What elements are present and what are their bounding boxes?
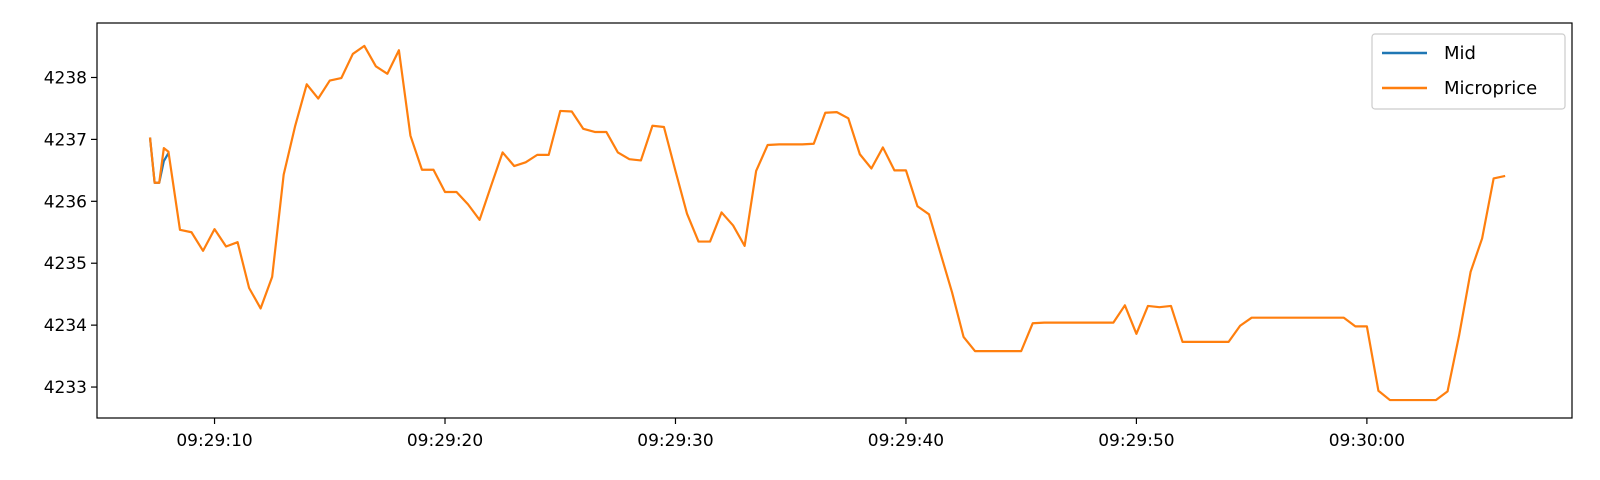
x-tick-label: 09:30:00 (1329, 431, 1405, 451)
y-tick-label: 4236 (44, 192, 87, 212)
x-tick-label: 09:29:10 (176, 431, 252, 451)
y-tick-label: 4234 (44, 316, 87, 336)
x-tick-label: 09:29:20 (407, 431, 483, 451)
legend-label-microprice: Microprice (1444, 78, 1537, 99)
x-axis: 09:29:10 09:29:20 09:29:30 09:29:40 09:29:50… (176, 418, 1405, 451)
x-tick-label: 09:29:40 (868, 431, 944, 451)
y-tick-label: 4238 (44, 68, 87, 88)
x-tick-label: 09:29:30 (637, 431, 713, 451)
y-tick-label: 4233 (44, 378, 87, 398)
legend: Mid Microprice (1371, 33, 1566, 110)
y-tick-label: 4237 (44, 130, 87, 150)
series-line-microprice (148, 44, 1506, 402)
x-tick-label: 09:29:50 (1098, 431, 1174, 451)
series-layer (148, 44, 1506, 402)
y-tick-label: 4235 (44, 254, 87, 274)
legend-label-mid: Mid (1444, 43, 1476, 64)
y-axis: 4233 4234 4235 4236 4237 4238 (44, 68, 97, 398)
plot-frame (96, 22, 1573, 419)
